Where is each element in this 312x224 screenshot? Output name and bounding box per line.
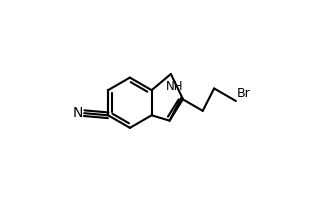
Text: NH: NH <box>166 80 183 93</box>
Text: Br: Br <box>237 87 251 100</box>
Text: N: N <box>73 106 83 120</box>
